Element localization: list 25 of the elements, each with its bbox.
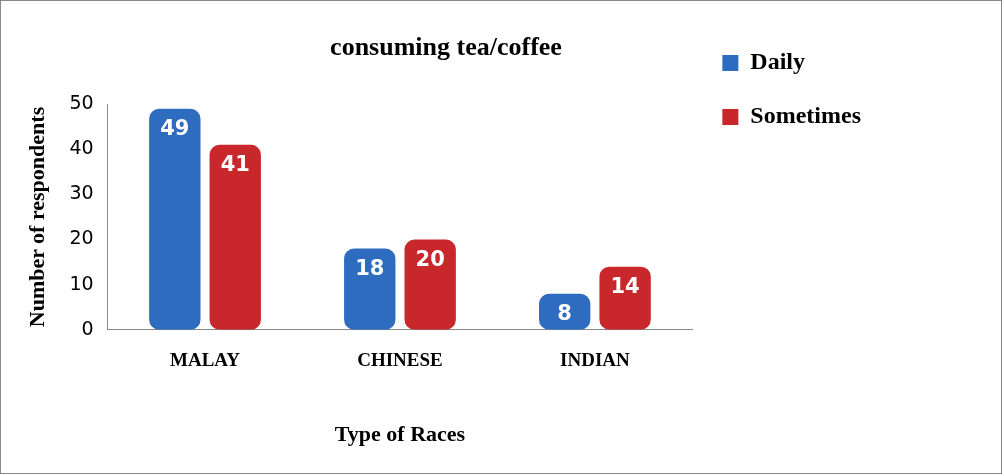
x-tick-label: CHINESE xyxy=(357,349,443,371)
chart-title: consuming tea/coffee xyxy=(330,32,562,62)
data-label: 18 xyxy=(355,255,385,280)
bar xyxy=(149,108,201,330)
y-tick-label: 30 xyxy=(69,181,94,204)
bar xyxy=(404,239,456,330)
y-tick-label: 20 xyxy=(69,226,94,249)
bar xyxy=(599,266,651,330)
data-label: 8 xyxy=(557,300,572,325)
y-tick-label: 0 xyxy=(81,316,94,339)
data-label: 20 xyxy=(415,246,445,271)
legend-label: Sometimes xyxy=(750,102,861,129)
legend-label: Daily xyxy=(750,48,806,75)
y-tick-label: 40 xyxy=(69,136,94,159)
y-axis-title: Number of respondents xyxy=(23,106,49,328)
data-label: 14 xyxy=(610,273,640,298)
y-tick-label: 10 xyxy=(69,271,94,294)
data-label: 49 xyxy=(160,115,190,140)
x-tick-label: MALAY xyxy=(170,349,241,371)
y-tick-label: 50 xyxy=(69,91,94,114)
x-axis-title: Type of Races xyxy=(334,421,466,447)
bar xyxy=(344,248,396,330)
data-label: 41 xyxy=(220,151,250,176)
x-tick-label: INDIAN xyxy=(560,349,631,371)
bar xyxy=(209,144,261,330)
